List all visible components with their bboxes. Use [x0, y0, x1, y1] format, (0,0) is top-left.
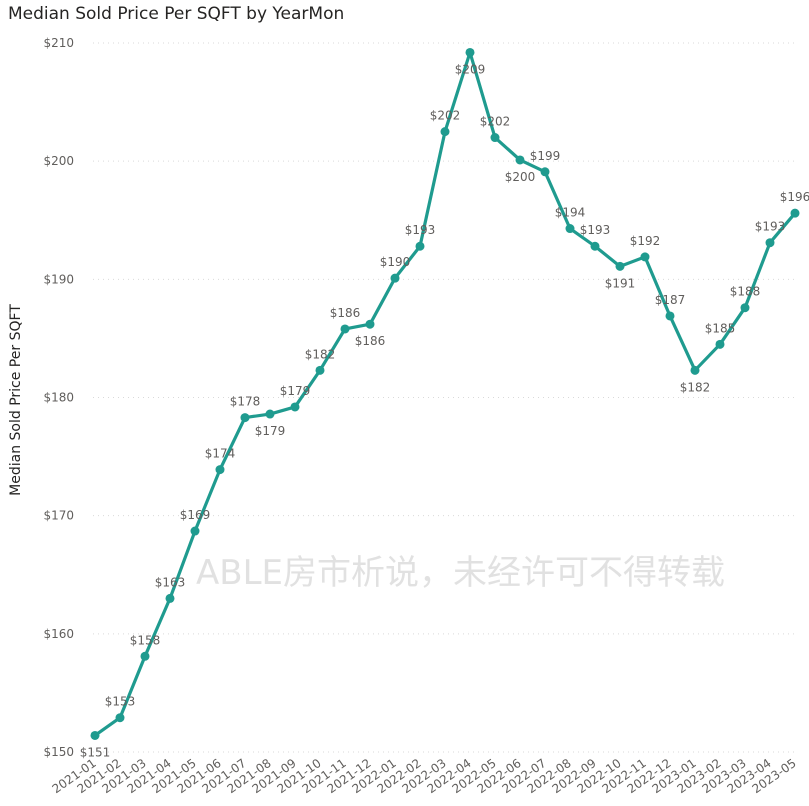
y-tick-label: $200 — [43, 154, 74, 168]
data-point — [540, 167, 550, 177]
chart-title: Median Sold Price Per SQFT by YearMon — [8, 4, 345, 24]
data-label: $202 — [480, 115, 511, 129]
data-point — [615, 261, 625, 271]
data-point — [315, 365, 325, 375]
data-point — [790, 208, 800, 218]
data-point — [140, 651, 150, 661]
data-point — [665, 311, 675, 321]
data-point — [265, 409, 275, 419]
data-point — [115, 713, 125, 723]
data-label: $178 — [230, 395, 261, 409]
data-label: $196 — [780, 190, 809, 204]
data-point — [590, 241, 600, 251]
data-label: $182 — [305, 347, 336, 361]
data-labels: $151 $153 $158 $163 $169 $174 $178 $179 $179 $182… — [80, 62, 809, 759]
data-label: $187 — [655, 293, 686, 307]
data-point — [765, 238, 775, 248]
data-point — [465, 47, 475, 57]
y-tick-label: $170 — [43, 509, 74, 523]
data-point — [640, 252, 650, 262]
data-label: $193 — [580, 223, 611, 237]
data-point — [290, 402, 300, 412]
data-label: $174 — [205, 447, 236, 461]
data-label: $199 — [530, 149, 561, 163]
data-label: $188 — [730, 285, 761, 299]
y-tick-label: $150 — [43, 745, 74, 759]
data-point — [165, 593, 175, 603]
data-label: $186 — [355, 334, 386, 348]
data-point — [440, 127, 450, 137]
data-label: $169 — [180, 508, 211, 522]
y-tick-label: $180 — [43, 391, 74, 405]
x-axis-ticks: 2021-012021-022021-032021-042021-052021-… — [50, 756, 799, 796]
data-point — [365, 319, 375, 329]
data-label: $191 — [605, 276, 636, 290]
series-points — [90, 47, 800, 740]
data-label: $186 — [330, 306, 361, 320]
y-axis-ticks: $150 $160 $170 $180 $190 $200 $210 — [43, 36, 74, 759]
data-label: $158 — [130, 633, 161, 647]
data-label: $190 — [380, 255, 411, 269]
data-point — [215, 465, 225, 475]
y-tick-label: $190 — [43, 272, 74, 286]
data-point — [240, 413, 250, 423]
data-label: $193 — [755, 220, 786, 234]
y-tick-label: $210 — [43, 36, 74, 50]
data-label: $185 — [705, 321, 736, 335]
data-point — [415, 241, 425, 251]
gridlines — [93, 42, 796, 753]
data-point — [715, 339, 725, 349]
data-label: $192 — [630, 234, 661, 248]
data-label: $209 — [455, 62, 486, 76]
data-label: $153 — [105, 695, 136, 709]
data-point — [340, 324, 350, 334]
watermark: ABLE房市析说，未经许可不得转载 — [196, 553, 726, 593]
data-label: $200 — [505, 170, 536, 184]
data-label: $202 — [430, 109, 461, 123]
data-point — [390, 273, 400, 283]
data-label: $151 — [80, 745, 111, 759]
data-point — [515, 155, 525, 165]
data-label: $193 — [405, 223, 436, 237]
data-point — [565, 224, 575, 234]
data-label: $182 — [680, 380, 711, 394]
data-point — [490, 133, 500, 143]
data-point — [690, 365, 700, 375]
data-label: $194 — [555, 206, 586, 220]
y-tick-label: $160 — [43, 627, 74, 641]
data-point — [190, 526, 200, 536]
data-point — [90, 730, 100, 740]
data-label: $179 — [280, 384, 311, 398]
data-point — [740, 303, 750, 313]
data-label: $179 — [255, 424, 286, 438]
data-label: $163 — [155, 575, 186, 589]
